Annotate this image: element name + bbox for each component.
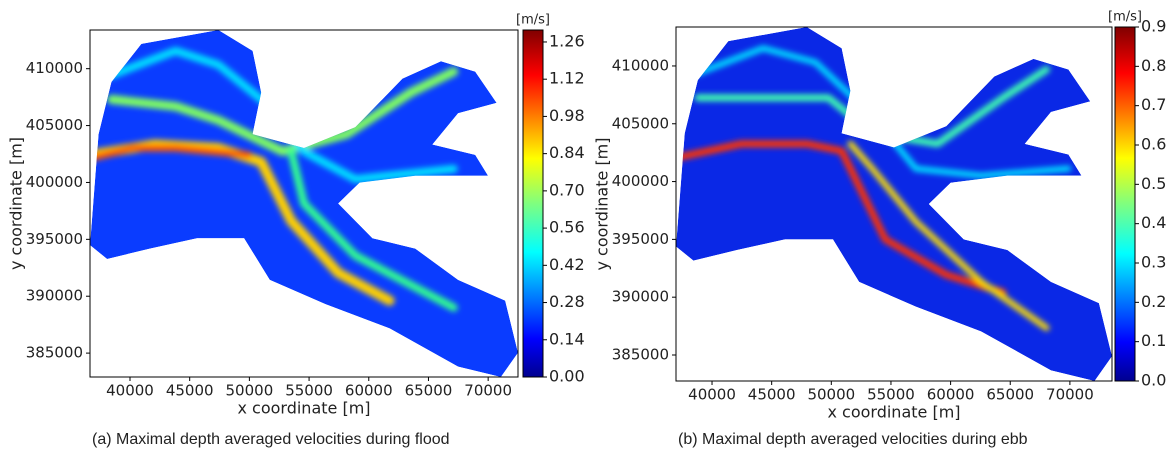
colorbar-tick-label: 0.4 <box>1141 213 1166 232</box>
colorbar-tick-label: 0.70 <box>549 180 585 199</box>
colorbar-tick-label: 0.42 <box>549 255 585 274</box>
y-tick-label: 390000 <box>26 287 83 305</box>
y-tick-label: 410000 <box>612 56 669 74</box>
colorbar-tick-label: 0.3 <box>1141 253 1166 272</box>
velocity-field <box>90 30 518 377</box>
x-tick-label: 70000 <box>1046 386 1094 404</box>
colorbar-tick-label: 0.00 <box>549 367 585 386</box>
x-axis-label: x coordinate [m] <box>827 403 960 422</box>
channel <box>676 140 1007 296</box>
x-tick-label: 55000 <box>867 386 915 404</box>
x-tick-label: 50000 <box>807 386 855 404</box>
colorbar-tick-label: 0.56 <box>549 218 585 237</box>
x-tick-label: 40000 <box>106 382 154 400</box>
x-tick-label: 40000 <box>688 386 736 404</box>
caption: (b) Maximal depth averaged velocities du… <box>678 431 1028 448</box>
y-tick-label: 385000 <box>612 345 669 363</box>
x-tick-label: 50000 <box>226 382 274 400</box>
plot-frame <box>675 26 1113 382</box>
x-tick-label: 60000 <box>927 386 975 404</box>
y-tick-label: 400000 <box>612 172 669 190</box>
channel <box>106 67 459 156</box>
colorbar-label: [m/s] <box>516 13 550 28</box>
x-tick-label: 65000 <box>986 386 1034 404</box>
colorbar-tick-label: 0.8 <box>1141 56 1166 75</box>
y-tick-label: 390000 <box>612 288 669 306</box>
colorbar <box>1114 26 1136 382</box>
y-axis-label: y coordinate [m] <box>593 137 612 270</box>
y-tick-label: 405000 <box>612 114 669 132</box>
channel <box>90 144 252 162</box>
chart-panel: 40000 45000 50000 55000 60000 65000 70000 38500… <box>7 13 585 449</box>
colorbar-tick-label: 0.28 <box>549 292 585 311</box>
x-tick-label: 65000 <box>405 382 453 400</box>
y-tick-label: 395000 <box>612 230 669 248</box>
y-axis-label: y coordinate [m] <box>7 137 26 270</box>
x-tick-label: 45000 <box>748 386 796 404</box>
y-tick-label: 410000 <box>26 59 83 77</box>
colorbar-tick-label: 0.98 <box>549 106 585 125</box>
y-tick-label: 405000 <box>26 116 83 134</box>
channel <box>287 147 458 312</box>
colorbar-tick-label: 0.7 <box>1141 95 1166 114</box>
colorbar-tick-label: 0.6 <box>1141 135 1166 154</box>
colorbar <box>522 29 544 378</box>
colorbar-tick-label: 0.2 <box>1141 292 1166 311</box>
y-tick-label: 400000 <box>26 173 83 191</box>
colorbar-tick-label: 0.9 <box>1141 17 1166 36</box>
colorbar-label: [m/s] <box>1108 10 1142 25</box>
x-axis-label: x coordinate [m] <box>237 399 370 418</box>
caption: (a) Maximal depth averaged velocities du… <box>92 431 450 448</box>
colorbar-tick-label: 0.84 <box>549 143 585 162</box>
colorbar-tick-label: 1.12 <box>549 69 585 88</box>
channel <box>847 140 1050 331</box>
colorbar-tick-label: 0.0 <box>1141 371 1166 390</box>
colorbar-tick-label: 0.5 <box>1141 174 1166 193</box>
colorbar-tick-label: 0.1 <box>1141 331 1166 350</box>
colorbar-tick-label: 0.14 <box>549 329 585 348</box>
plot-frame <box>89 29 519 378</box>
x-tick-label: 45000 <box>166 382 214 400</box>
x-tick-label: 55000 <box>285 382 333 400</box>
y-tick-label: 385000 <box>26 344 83 362</box>
x-tick-label: 70000 <box>464 382 512 400</box>
colorbar-tick-label: 1.26 <box>549 31 585 50</box>
x-tick-label: 60000 <box>345 382 393 400</box>
chart-panel: 40000 45000 50000 55000 60000 65000 70000 38500… <box>593 10 1167 449</box>
y-tick-label: 395000 <box>26 230 83 248</box>
